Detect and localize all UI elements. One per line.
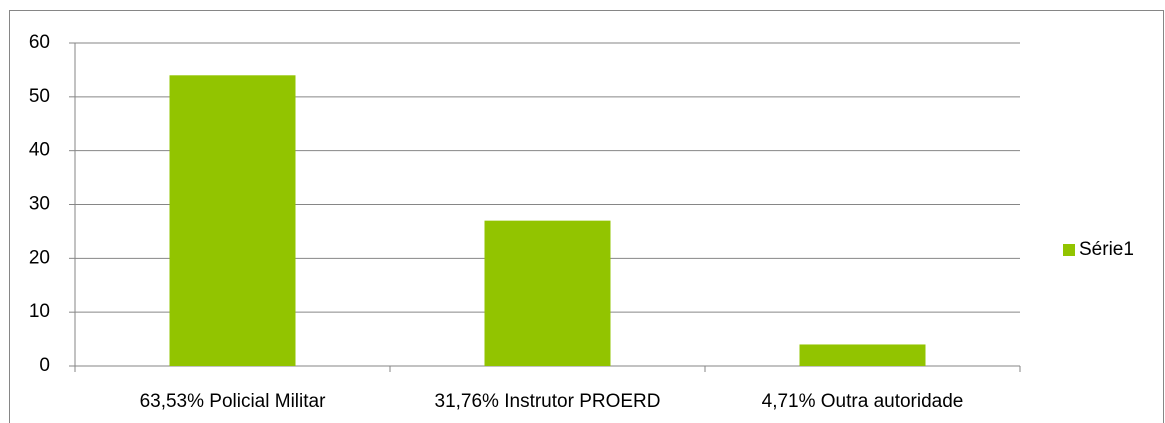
bar — [484, 220, 611, 366]
y-tick-label: 0 — [39, 355, 50, 376]
y-tick-label: 10 — [29, 301, 50, 322]
bar — [799, 344, 926, 366]
y-tick-label: 40 — [29, 140, 50, 161]
x-tick-label: 4,71% Outra autoridade — [762, 391, 964, 412]
y-tick-label: 20 — [29, 247, 50, 268]
x-tick-label: 31,76% Instrutor PROERD — [435, 391, 661, 412]
x-tick-label: 63,53% Policial Militar — [140, 391, 327, 412]
y-tick-label: 60 — [29, 32, 50, 53]
legend-label: Série1 — [1079, 239, 1134, 260]
y-tick-label: 50 — [29, 86, 50, 107]
legend-swatch — [1063, 244, 1075, 256]
bar — [169, 75, 296, 367]
y-tick-label: 30 — [29, 194, 50, 215]
